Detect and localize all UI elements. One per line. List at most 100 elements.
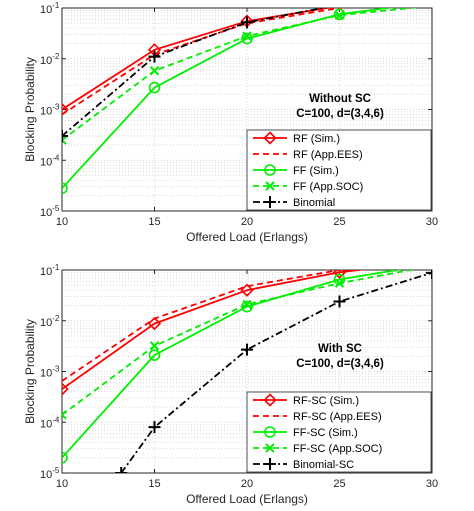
- data-point: [426, 270, 432, 279]
- series-group: [62, 270, 432, 473]
- legend-item: Binomial-SC: [253, 458, 354, 471]
- x-tick-label: 20: [241, 216, 253, 228]
- legend-label: FF-SC (App.SOC): [293, 443, 382, 455]
- series-line: [62, 270, 366, 390]
- data-point: [241, 16, 253, 29]
- legend-label: RF-SC (Sim.): [293, 395, 359, 407]
- y-tick-label: 10-5: [40, 466, 60, 481]
- data-point: [333, 295, 346, 308]
- data-point: [62, 182, 68, 195]
- legend-item: FF-SC (App.SOC): [253, 443, 382, 455]
- data-point: [62, 410, 67, 420]
- data-point: [334, 10, 345, 20]
- x-tick-label: 20: [241, 478, 253, 490]
- legend-marker: [265, 181, 275, 191]
- data-point: [242, 31, 252, 41]
- series-group: [62, 8, 421, 195]
- y-tick-label: 10-3: [40, 103, 60, 118]
- y-tick-label: 10-1: [40, 1, 60, 16]
- legend-marker: [264, 426, 276, 438]
- legend-item: FF (App.SOC): [253, 181, 363, 193]
- legend-marker: [263, 131, 277, 145]
- data-point: [147, 316, 162, 331]
- legend-marker: [264, 196, 276, 208]
- data-point: [62, 451, 68, 464]
- legend-item: FF-SC (Sim.): [253, 426, 358, 439]
- x-tick-label: 10: [56, 478, 68, 490]
- data-point: [62, 102, 69, 117]
- x-axis-label: Offered Load (Erlangs): [186, 492, 308, 506]
- data-point: [115, 467, 128, 473]
- data-point: [334, 278, 345, 288]
- annotation-subtitle: C=100, d=(3,4,6): [296, 108, 384, 120]
- data-point: [148, 50, 161, 63]
- x-tick-label: 30: [426, 216, 438, 228]
- legend-item: FF (Sim.): [253, 164, 339, 177]
- series-3: [62, 8, 395, 195]
- legend-label: Binomial-SC: [293, 459, 354, 471]
- data-point: [62, 135, 67, 145]
- y-tick-label: 10-4: [40, 415, 60, 430]
- series-line: [62, 8, 347, 116]
- legend-label: FF-SC (Sim.): [293, 427, 358, 439]
- legend-item: RF (Sim.): [253, 131, 340, 145]
- annotation-subtitle: C=100, d=(3,4,6): [296, 358, 384, 370]
- chart-panel-2: 10 15 20 25 30 10-5 10-4 10-3 10-2 10-1 Offered Lo…: [23, 263, 438, 506]
- legend-item: RF-SC (Sim.): [253, 393, 359, 407]
- legend-label: FF (App.SOC): [293, 181, 363, 193]
- legend-marker: [264, 458, 276, 470]
- data-point: [148, 349, 161, 361]
- legend-label: RF-SC (App.EES): [293, 411, 382, 423]
- legend-item: Binomial: [253, 196, 335, 209]
- x-tick-label: 25: [333, 478, 345, 490]
- series-line: [62, 8, 395, 189]
- legend-marker: [265, 443, 275, 453]
- chart-panel-1: 10 15 20 25 30 10-5 10-4 10-3 10-2 10-1 Offered Lo…: [23, 1, 438, 244]
- y-axis-label: Blocking Probability: [23, 319, 37, 424]
- legend-item: RF-SC (App.EES): [253, 411, 382, 423]
- x-tick-label: 10: [56, 216, 68, 228]
- data-point: [62, 382, 69, 396]
- series-2: [62, 8, 347, 116]
- series-4: [62, 8, 421, 145]
- legend-label: RF (Sim.): [293, 133, 340, 145]
- series-line: [62, 270, 348, 382]
- legend-marker: [264, 164, 276, 176]
- legend-label: FF (Sim.): [293, 165, 339, 177]
- x-tick-label: 15: [148, 216, 160, 228]
- x-tick-label: 25: [333, 216, 345, 228]
- legend: RF (Sim.) RF (App.EES) FF (Sim.) FF (App.SO…: [246, 129, 432, 211]
- data-point: [148, 81, 161, 94]
- y-tick-label: 10-4: [40, 153, 60, 168]
- legend-label: Binomial: [293, 197, 335, 209]
- x-tick-label: 30: [426, 478, 438, 490]
- data-point: [332, 270, 347, 279]
- data-point: [241, 343, 253, 356]
- series-4: [62, 270, 416, 420]
- annotation-title: Without SC: [309, 93, 371, 105]
- data-point: [149, 341, 160, 351]
- data-point: [241, 32, 253, 45]
- data-point: [149, 66, 160, 76]
- data-point: [242, 299, 252, 310]
- series-2: [62, 270, 348, 382]
- data-point: [148, 421, 161, 434]
- x-tick-label: 15: [148, 478, 160, 490]
- series-line: [62, 270, 403, 459]
- series-5: [115, 270, 432, 473]
- y-tick-label: 10-2: [40, 52, 60, 67]
- legend: RF-SC (Sim.) RF-SC (App.EES) FF-SC (Sim.) F…: [246, 391, 432, 473]
- series-line: [62, 270, 416, 416]
- legend-item: RF (App.EES): [253, 149, 363, 161]
- series-5: [62, 8, 328, 143]
- y-tick-label: 10-3: [40, 365, 60, 380]
- y-axis-label: Blocking Probability: [23, 57, 37, 162]
- y-tick-label: 10-5: [40, 204, 60, 219]
- data-point: [62, 130, 68, 143]
- x-axis-label: Offered Load (Erlangs): [186, 230, 308, 244]
- y-tick-label: 10-2: [40, 314, 60, 329]
- y-tick-label: 10-1: [40, 263, 60, 278]
- annotation-title: With SC: [318, 343, 362, 355]
- legend-marker: [263, 393, 277, 407]
